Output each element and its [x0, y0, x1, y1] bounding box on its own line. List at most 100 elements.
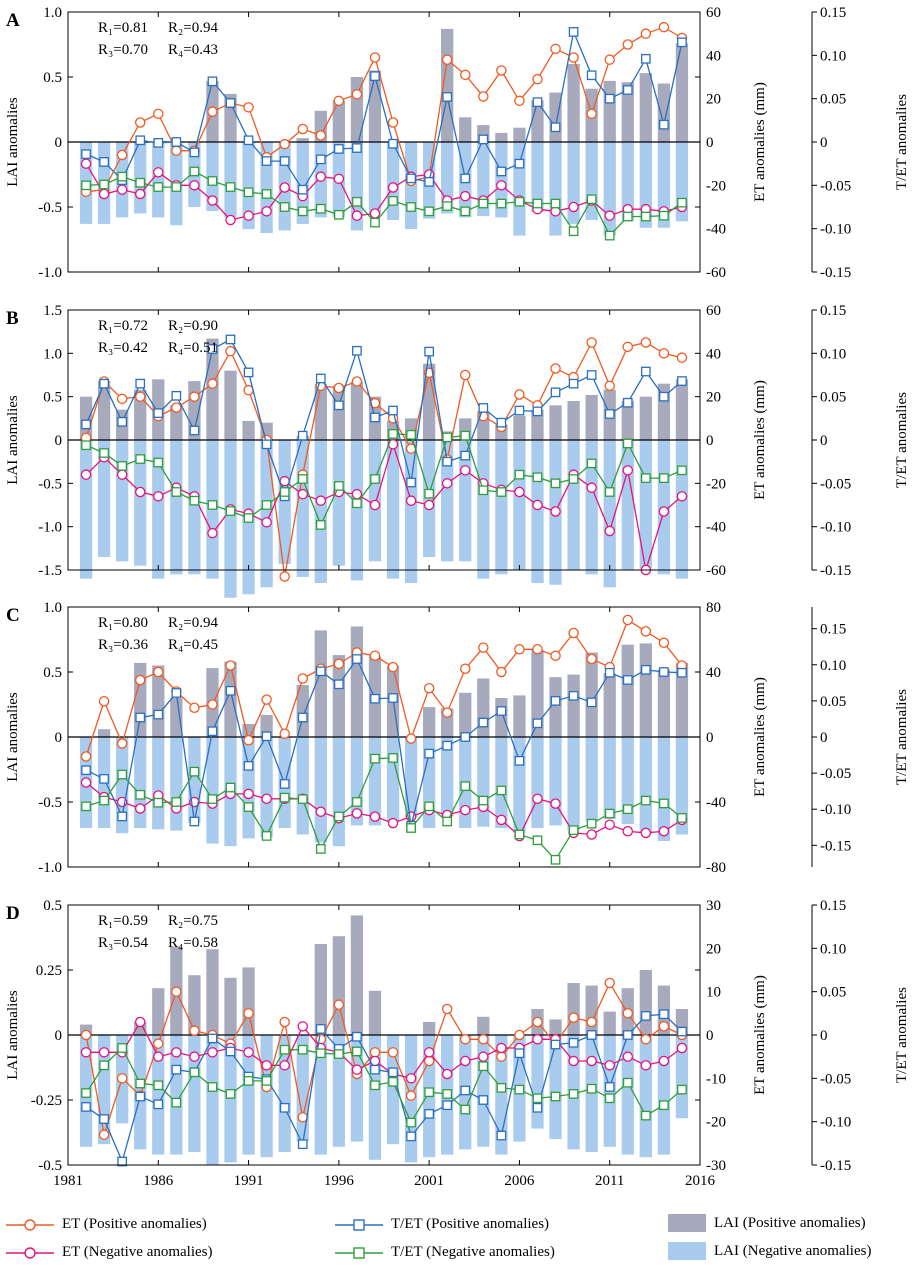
y-tick-label: 1.0 [43, 5, 62, 21]
tet-negative-point [677, 197, 687, 208]
et-negative-line [85, 442, 683, 571]
lai-negative-bar [495, 440, 508, 575]
lai-positive-bar [134, 389, 147, 440]
tet-negative-point [514, 469, 525, 480]
lai-negative-bar [260, 1035, 273, 1158]
lai-positive-bar [423, 707, 436, 737]
y2-tick-label: 0 [706, 135, 714, 151]
y2-tick-label: -20 [706, 1115, 726, 1131]
tet-axis-label: T/ET anomalies [894, 689, 910, 785]
legend-et-positive-marker [6, 1218, 54, 1231]
et-negative-point [604, 525, 615, 537]
r-stat: R₂=0.90 [168, 318, 218, 334]
et-positive-point [586, 653, 597, 665]
tet-positive-point [442, 1100, 453, 1111]
et-positive-point [496, 1051, 507, 1062]
r-stat: R₂=0.94 [168, 615, 218, 631]
lai-positive-bar [549, 1019, 562, 1035]
panel-letter: B [6, 308, 19, 329]
et-positive-point [658, 348, 670, 359]
lai-negative-bar [386, 142, 400, 220]
et-negative-point [658, 826, 670, 837]
y2-tick-label: -30 [706, 1158, 726, 1174]
tet-positive-point [478, 717, 489, 728]
tet-negative-point [659, 473, 669, 483]
lai-positive-bar [531, 649, 544, 737]
lai-positive-bar [224, 370, 237, 440]
tet-positive-point [81, 765, 91, 776]
y3-tick-label: -0.05 [820, 178, 851, 194]
et-positive-point [640, 626, 652, 637]
y-tick-label: 0.5 [43, 665, 62, 681]
tet-positive-point [640, 53, 651, 64]
tet-positive-point [568, 1037, 579, 1048]
et-positive-point [243, 102, 254, 113]
tet-positive-point [659, 119, 669, 130]
tet-positive-point [424, 346, 434, 357]
et-negative-point [171, 1047, 182, 1058]
et-negative-point [261, 793, 272, 805]
et-negative-point [153, 167, 164, 178]
tet-positive-point [225, 1046, 236, 1057]
et-negative-point [369, 811, 381, 822]
lai-axis-label: LAI anomalies [5, 990, 21, 1080]
et-positive-point [441, 1003, 453, 1015]
legend-et-positive: ET (Positive anomalies) [6, 1216, 207, 1233]
tet-positive-point [640, 1011, 651, 1021]
et-negative-point [568, 201, 579, 213]
lai-negative-bar [116, 440, 129, 562]
et-negative-point [640, 827, 652, 839]
et-negative-point [604, 819, 615, 831]
lai-negative-bar [513, 142, 526, 236]
tet-negative-point [424, 1087, 434, 1098]
et-positive-point [441, 54, 453, 65]
et-negative-point [134, 486, 146, 498]
tet-positive-point [243, 761, 254, 771]
tet-negative-point [622, 1077, 633, 1088]
et-negative-point [622, 826, 634, 837]
et-negative-point [297, 1021, 308, 1032]
tet-positive-point [677, 1026, 687, 1037]
lai-negative-bar [314, 737, 327, 843]
lai-positive-bar [459, 692, 472, 737]
tet-negative-point [460, 430, 471, 441]
y3-tick-label: 0.05 [820, 694, 846, 710]
et-positive-point [243, 1008, 254, 1019]
lai-negative-bar [621, 1035, 634, 1155]
tet-positive-point [352, 345, 362, 356]
tet-negative-point [153, 797, 164, 808]
lai-axis-label: LAI anomalies [5, 97, 21, 187]
lai-positive-bar [477, 1016, 490, 1035]
lai-negative-bar [441, 440, 454, 562]
tet-negative-point [478, 485, 489, 496]
tet-negative-line [85, 433, 683, 527]
tet-positive-point [460, 450, 471, 461]
tet-negative-point [388, 753, 398, 763]
tet-positive-point [460, 732, 471, 742]
tet-positive-point [604, 409, 615, 419]
r-stat: R₃=0.54 [98, 935, 148, 951]
tet-positive-point [99, 157, 109, 167]
et-negative-point [80, 1047, 92, 1058]
x-tick-label: 2016 [685, 1173, 716, 1189]
et-positive-point [116, 738, 128, 749]
et-positive-point [351, 89, 363, 100]
lai-negative-bar [567, 440, 580, 570]
y3-tick-label: -0.05 [820, 766, 851, 782]
tet-positive-point [207, 344, 218, 354]
r-stat: R₄=0.58 [168, 935, 218, 951]
tet-negative-point [568, 825, 579, 836]
et-negative-point [261, 1060, 272, 1071]
tet-negative-point [424, 488, 434, 499]
tet-positive-point [243, 367, 254, 378]
lai-negative-bar [531, 1035, 544, 1129]
tet-positive-point [171, 1064, 182, 1075]
tet-negative-point [532, 198, 543, 209]
y3-tick-label: 0.15 [820, 622, 846, 638]
et-negative-point [441, 1068, 453, 1080]
tet-positive-point [622, 1030, 633, 1040]
et-positive-point [225, 660, 236, 671]
lai-positive-bar [134, 662, 147, 737]
lai-positive-bar [621, 401, 634, 440]
panel-letter: D [6, 903, 20, 924]
